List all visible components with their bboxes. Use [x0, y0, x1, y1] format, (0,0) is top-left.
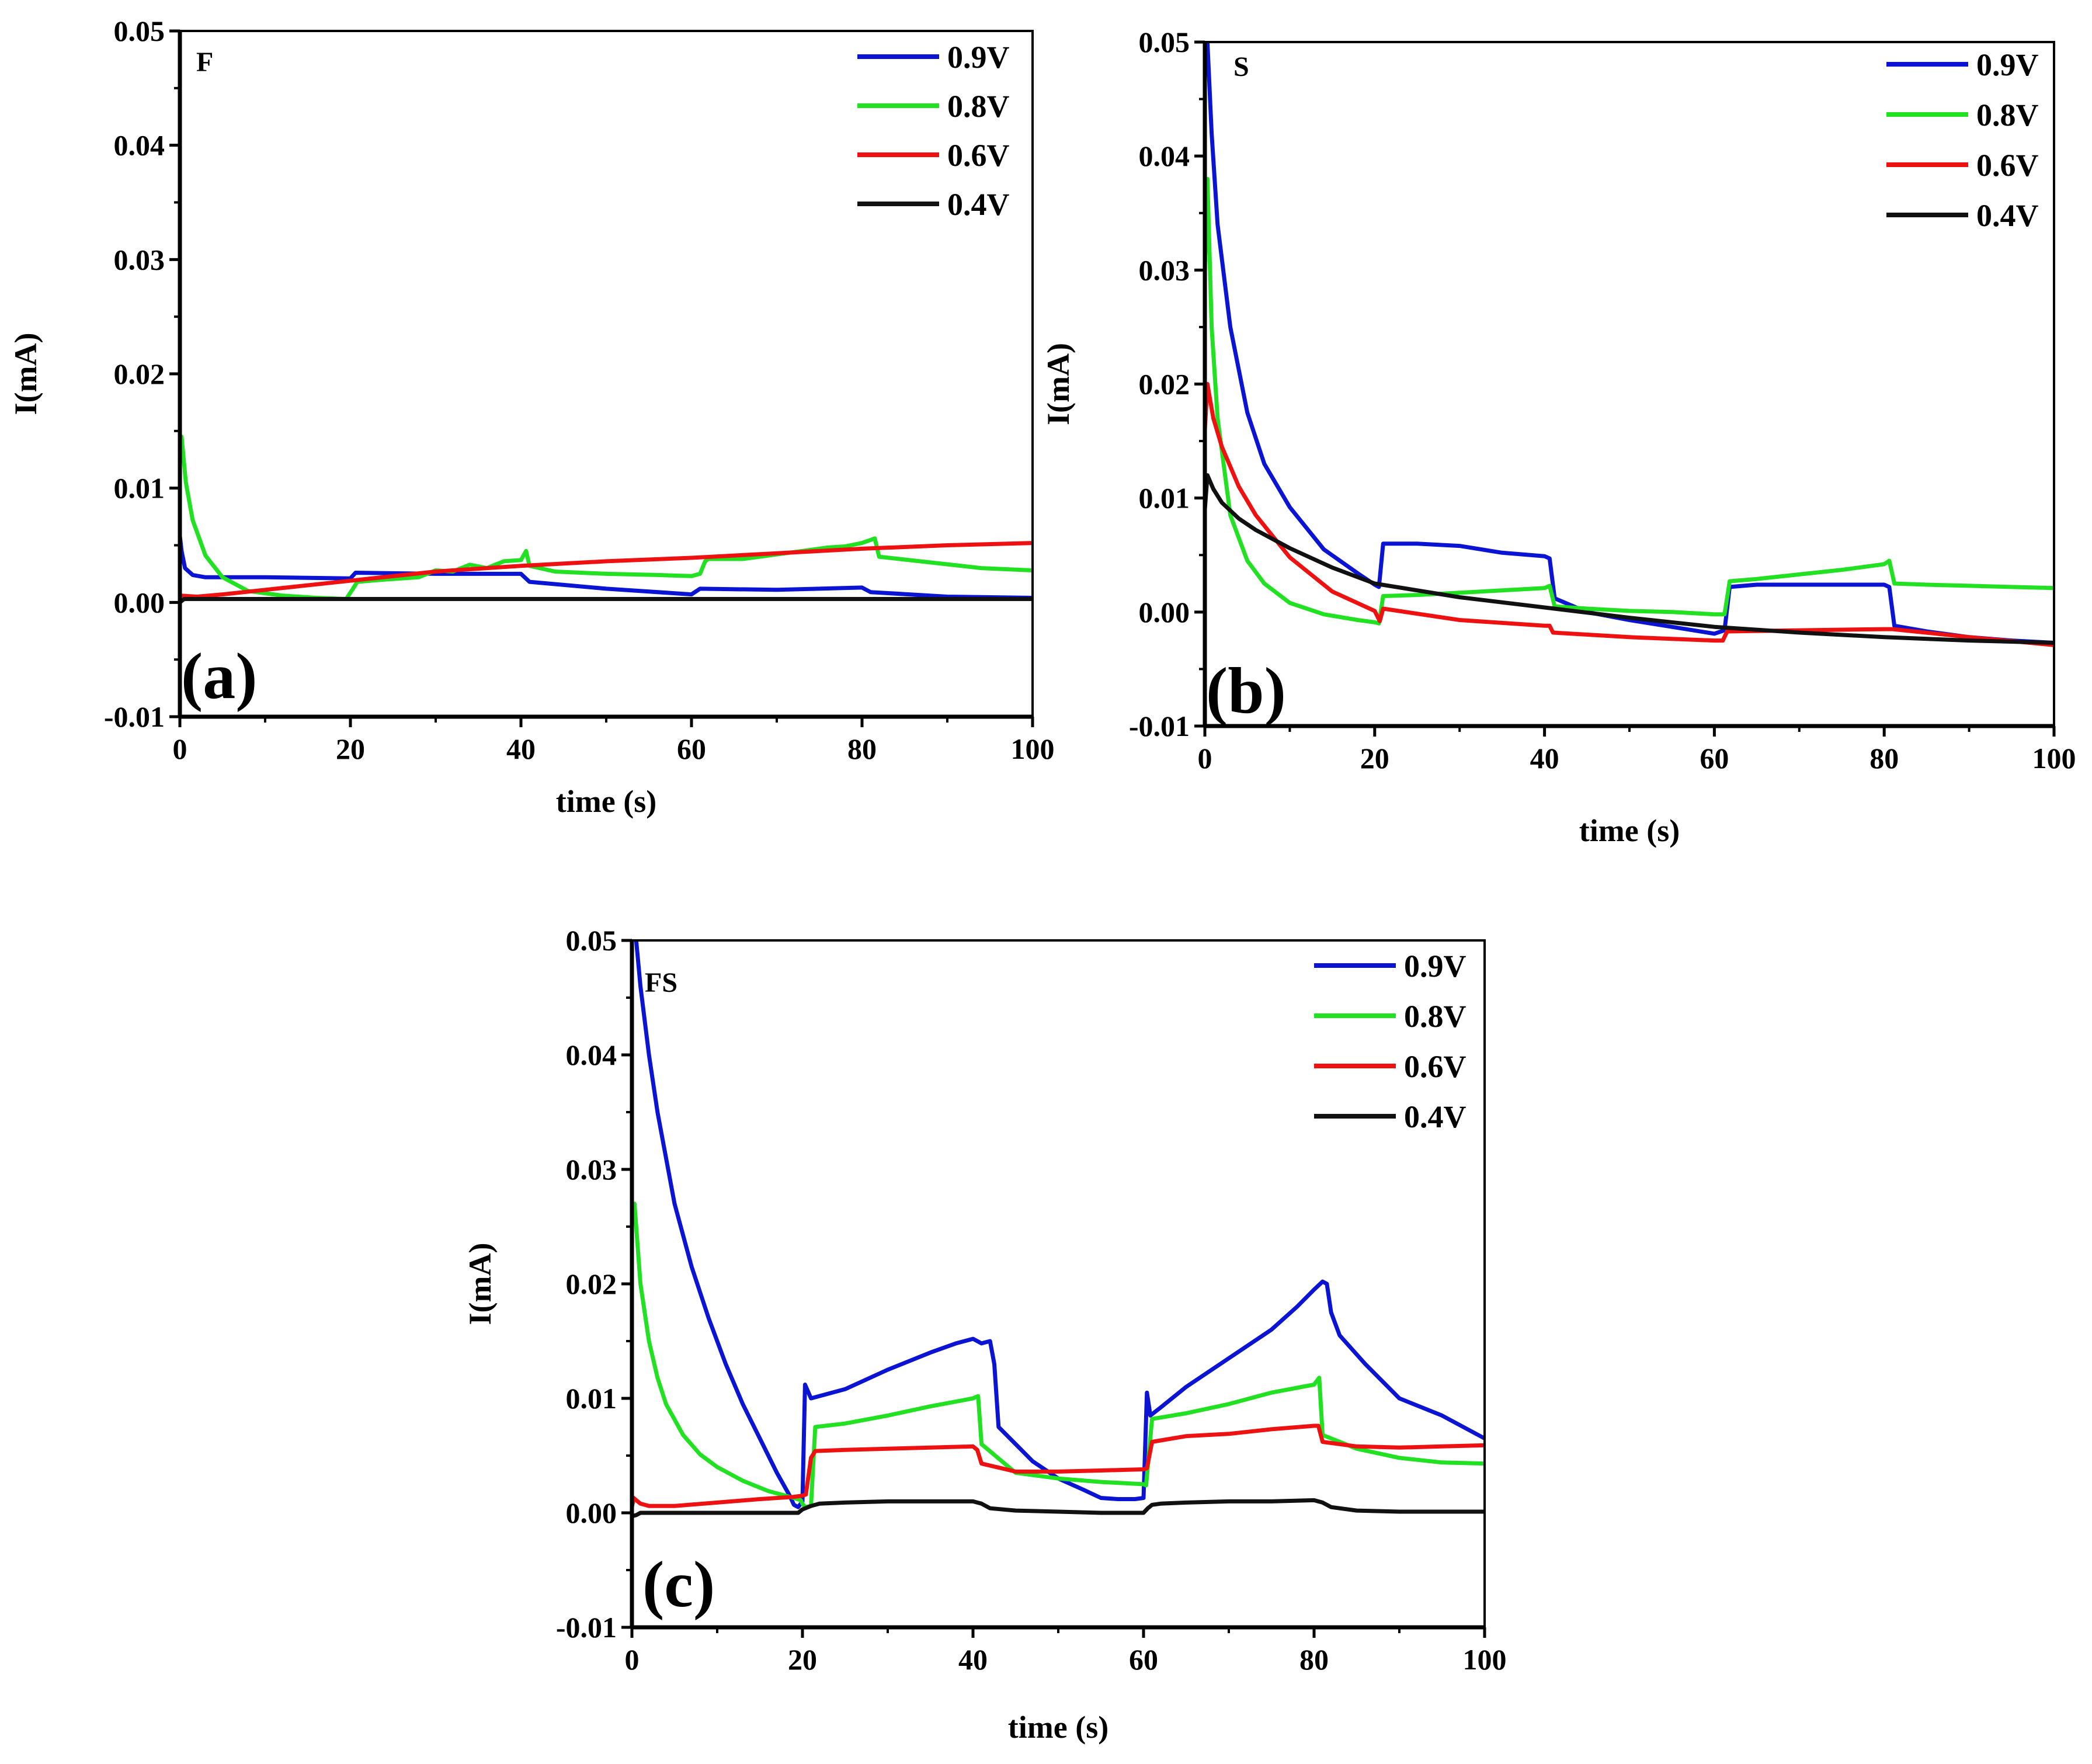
y-tick-label: 0.00 [1139, 596, 1190, 628]
y-tick-label: 0.00 [566, 1496, 617, 1529]
x-tick-label: 60 [1129, 1643, 1158, 1676]
plot-frame [631, 939, 1486, 1628]
series-line-0.4V [180, 597, 1033, 605]
x-tick-label: 20 [788, 1643, 817, 1676]
y-tick-label: 0.03 [566, 1153, 617, 1186]
series-line-0.4V [1205, 473, 2054, 645]
y-axis-title: I(mA) [463, 1243, 498, 1325]
y-tick-label: -0.01 [1129, 710, 1190, 742]
series-line-0.9V [634, 940, 1485, 1509]
y-tick-label: 0.03 [1139, 254, 1190, 286]
legend-label: 0.9V [947, 40, 1010, 75]
x-tick-label: 0 [1198, 742, 1212, 775]
x-tick-label: 40 [958, 1643, 988, 1676]
sample-label: FS [645, 967, 677, 998]
x-tick-label: 80 [847, 732, 877, 765]
y-tick-label: 0.05 [1139, 26, 1190, 58]
y-tick-label: 0.02 [566, 1268, 617, 1300]
sample-label: F [196, 47, 213, 78]
y-tick-label: 0.01 [1139, 482, 1190, 515]
legend-label: 0.4V [1976, 198, 2039, 233]
x-tick-label: 60 [677, 732, 706, 765]
y-tick-label: 0.05 [114, 15, 165, 47]
chart-panel-b: 0 20 40 60 80 100 -0.01 0.00 0.01 0.02 0.03 0.04 0.0… [1028, 0, 2092, 876]
y-tick-label: 0.01 [114, 472, 165, 505]
series-line-0.9V [180, 534, 1033, 600]
x-tick-label: 100 [2032, 742, 2076, 775]
x-tick-label: 20 [336, 732, 365, 765]
series-line-0.6V [180, 541, 1033, 599]
series-line-0.6V [632, 1423, 1485, 1509]
x-axis-title: time (s) [556, 784, 656, 819]
legend-label: 0.9V [1404, 949, 1467, 984]
legend-label: 0.8V [947, 89, 1010, 124]
x-tick-label: 100 [1463, 1643, 1507, 1676]
legend-label: 0.8V [1404, 999, 1467, 1034]
x-tick-label: 60 [1700, 742, 1729, 775]
x-tick-label: 40 [506, 732, 536, 765]
legend-label: 0.6V [947, 138, 1010, 173]
series-line-0.8V [632, 1202, 1485, 1509]
legend-label: 0.9V [1976, 47, 2039, 82]
x-tick-label: 80 [1869, 742, 1899, 775]
y-tick-label: 0.04 [1139, 140, 1190, 172]
y-tick-label: 0.04 [114, 129, 165, 162]
chart-b: 0 20 40 60 80 100 -0.01 0.00 0.01 0.02 0.03 0.04 0.0… [1041, 26, 2076, 848]
chart-a: 0 20 40 60 80 100 -0.01 0.00 0.01 0.02 0.03 0.04 0.0… [8, 15, 1055, 819]
y-tick-label: 0.02 [114, 357, 165, 390]
legend-label: 0.6V [1976, 148, 2039, 183]
y-tick-label: 0.01 [566, 1382, 617, 1415]
panel-letter: (a) [181, 640, 258, 713]
series-line-0.4V [632, 1498, 1485, 1519]
y-axis-title: I(mA) [1041, 343, 1076, 425]
chart-panel-c: 0 20 40 60 80 100 -0.01 0.00 0.01 0.02 0.03 0.04 0.0… [444, 888, 1530, 1761]
x-tick-label: 0 [625, 1643, 640, 1676]
chart-panel-a: 0 20 40 60 80 100 -0.01 0.00 0.01 0.02 0.03 0.04 0.0… [0, 0, 1063, 853]
legend-label: 0.8V [1976, 98, 2039, 133]
series-line-0.6V [1205, 382, 2054, 647]
y-tick-label: 0.03 [114, 243, 165, 276]
x-tick-label: 100 [1011, 732, 1055, 765]
panel-letter: (b) [1206, 655, 1286, 727]
y-tick-label: 0.04 [566, 1039, 617, 1071]
series-line-0.9V [1205, 42, 2054, 645]
sample-label: S [1233, 51, 1249, 82]
chart-c: 0 20 40 60 80 100 -0.01 0.00 0.01 0.02 0.03 0.04 0.0… [463, 924, 1507, 1745]
series-line-0.8V [180, 435, 1033, 601]
y-axis-title: I(mA) [8, 333, 43, 415]
legend-label: 0.6V [1404, 1049, 1467, 1084]
x-tick-label: 0 [173, 732, 187, 765]
panel-letter: (c) [642, 1548, 715, 1621]
legend-label: 0.4V [947, 187, 1010, 222]
plot-frame [1204, 41, 2055, 727]
y-tick-label: -0.01 [104, 700, 165, 733]
x-tick-label: 40 [1530, 742, 1559, 775]
series-line-0.8V [1205, 176, 2054, 626]
plot-frame [179, 30, 1034, 718]
x-axis-title: time (s) [1579, 813, 1680, 848]
y-tick-label: -0.01 [556, 1611, 617, 1644]
y-tick-label: 0.02 [1139, 368, 1190, 401]
y-tick-label: 0.00 [114, 586, 165, 619]
legend-label: 0.4V [1404, 1099, 1467, 1134]
x-axis-title: time (s) [1008, 1710, 1108, 1745]
x-tick-label: 80 [1299, 1643, 1329, 1676]
x-tick-label: 20 [1360, 742, 1389, 775]
y-tick-label: 0.05 [566, 924, 617, 957]
